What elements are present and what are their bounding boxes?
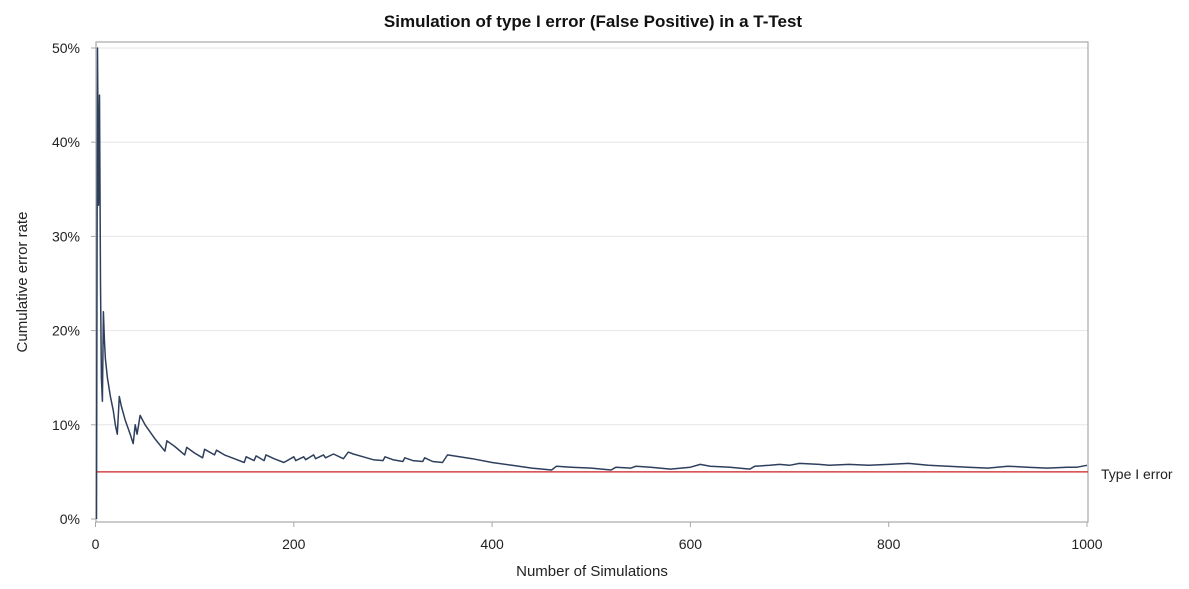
x-axis-label: Number of Simulations (516, 563, 668, 580)
x-axis: 0 200 400 600 800 1000 (92, 522, 1103, 552)
x-tick-label: 200 (282, 536, 306, 552)
x-tick-label: 0 (92, 536, 100, 552)
x-tick-label: 400 (480, 536, 504, 552)
x-tick-label: 800 (877, 536, 901, 552)
y-tick-label: 0% (60, 511, 80, 527)
x-tick-label: 600 (679, 536, 703, 552)
type-one-error-label: Type I error (1101, 466, 1173, 482)
y-axis: 0% 10% 20% 30% 40% 50% (52, 40, 96, 527)
y-tick-label: 40% (52, 134, 80, 150)
y-tick-label: 50% (52, 40, 80, 56)
y-tick-label: 20% (52, 323, 80, 339)
y-tick-label: 10% (52, 417, 80, 433)
cumulative-error-rate-line (95, 47, 1088, 520)
plot-frame (95, 41, 1089, 523)
gridlines (96, 47, 1088, 426)
chart-title: Simulation of type I error (False Positi… (384, 12, 802, 31)
y-axis-label: Cumulative error rate (14, 212, 31, 353)
x-tick-label: 1000 (1071, 536, 1102, 552)
y-tick-label: 30% (52, 228, 80, 244)
